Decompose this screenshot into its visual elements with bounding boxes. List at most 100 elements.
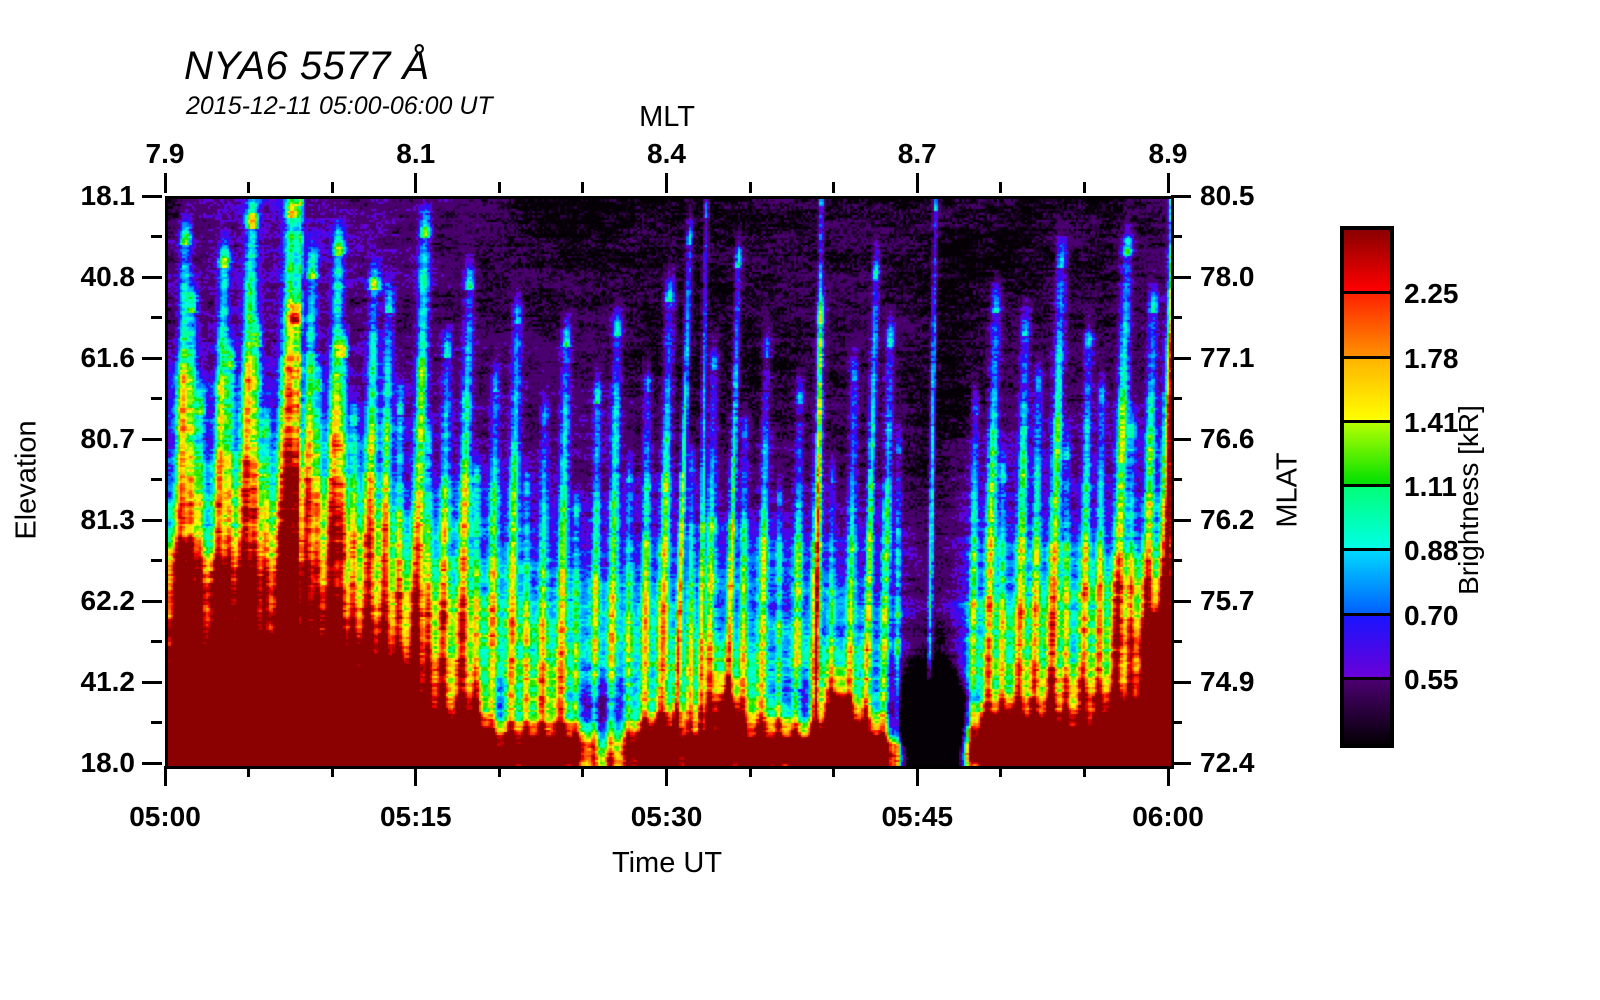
axis-tick [1171, 275, 1191, 279]
brightness-colorbar [1340, 226, 1394, 748]
colorbar-tick-label-6: 0.55 [1404, 663, 1459, 695]
axis-tick [151, 316, 162, 319]
axis-tick [1171, 437, 1191, 441]
top-tick-label-2: 8.4 [647, 138, 686, 169]
axis-tick [1171, 518, 1191, 522]
axis-tick [915, 173, 919, 193]
plot-title: NYA6 5577 Å [184, 44, 430, 88]
axis-tick [163, 173, 167, 193]
bottom-tick-label-0: 05:00 [129, 801, 201, 832]
axis-tick [1082, 182, 1086, 193]
axis-tick [832, 766, 836, 777]
axis-tick [1171, 235, 1182, 238]
axis-tick [581, 182, 585, 193]
axis-tick [142, 599, 162, 603]
bottom-tick-label-3: 05:45 [881, 801, 954, 832]
axis-tick [1171, 599, 1191, 603]
axis-tick [1171, 478, 1182, 481]
axis-tick [414, 173, 418, 193]
keogram-plot-area [165, 196, 1174, 769]
axis-tick [1171, 316, 1182, 319]
axis-tick [665, 173, 668, 193]
axis-tick [915, 766, 919, 786]
axis-tick [1171, 680, 1191, 684]
left-tick-label-7: 18.0 [80, 747, 136, 778]
keogram-image [168, 199, 1171, 766]
left-tick-label-5: 62.2 [80, 585, 136, 616]
right-tick-label-5: 75.7 [1200, 585, 1255, 616]
axis-tick [151, 478, 162, 481]
axis-tick [142, 761, 162, 765]
axis-tick [163, 766, 167, 786]
axis-tick [330, 182, 334, 193]
left-tick-label-0: 18.1 [80, 180, 136, 211]
colorbar-tick-label-4: 0.88 [1404, 535, 1459, 567]
right-tick-label-0: 80.5 [1200, 180, 1255, 211]
axis-tick [151, 721, 162, 724]
axis-tick [748, 766, 752, 777]
axis-tick [1171, 356, 1191, 360]
axis-tick [142, 275, 162, 279]
axis-tick [142, 518, 162, 522]
bottom-tick-label-2: 05:30 [630, 801, 703, 832]
axis-tick [748, 182, 752, 193]
right-tick-label-4: 76.2 [1200, 504, 1255, 535]
top-tick-label-3: 8.7 [897, 138, 937, 169]
axis-tick [999, 766, 1003, 777]
axis-tick [581, 766, 585, 777]
colorbar-segment-5 [1344, 551, 1390, 616]
bottom-tick-label-4: 06:00 [1132, 801, 1204, 832]
colorbar-tick-label-5: 0.70 [1404, 599, 1459, 631]
axis-tick [1171, 721, 1182, 724]
axis-tick [142, 194, 162, 198]
left-tick-label-2: 61.6 [80, 342, 136, 373]
colorbar-tick-label-1: 1.78 [1404, 342, 1459, 374]
axis-tick [151, 397, 162, 400]
colorbar-tick-label-3: 1.11 [1404, 471, 1457, 502]
right-tick-label-6: 74.9 [1200, 666, 1255, 697]
colorbar-segment-1 [1344, 294, 1390, 359]
colorbar-tick-label-0: 2.25 [1404, 278, 1459, 310]
axis-tick [142, 680, 162, 684]
top-tick-label-4: 8.9 [1148, 138, 1188, 169]
axis-tick [999, 182, 1003, 193]
axis-tick [1171, 640, 1182, 643]
left-axis-title: Elevation [10, 420, 43, 540]
axis-tick [151, 235, 162, 238]
colorbar-segment-7 [1344, 679, 1390, 744]
colorbar-segment-0 [1344, 230, 1390, 295]
axis-tick [151, 559, 162, 562]
colorbar-segment-2 [1344, 358, 1390, 423]
axis-tick [142, 437, 162, 441]
colorbar-segment-4 [1344, 487, 1390, 552]
colorbar-segment-3 [1344, 422, 1390, 487]
colorbar-segment-6 [1344, 615, 1390, 680]
axis-tick [414, 766, 418, 786]
axis-tick [665, 766, 668, 786]
left-tick-label-1: 40.8 [80, 261, 136, 292]
left-tick-label-6: 41.2 [80, 666, 136, 697]
top-tick-label-0: 7.9 [145, 138, 185, 169]
axis-tick [1171, 397, 1182, 400]
top-axis-title: MLT [639, 101, 695, 133]
top-tick-label-1: 8.1 [396, 138, 436, 169]
axis-tick [1171, 194, 1191, 198]
right-tick-label-7: 72.4 [1200, 747, 1255, 778]
right-tick-label-2: 77.1 [1200, 342, 1255, 373]
axis-tick [142, 356, 162, 360]
axis-tick [832, 182, 836, 193]
plot-subtitle: 2015-12-11 05:00-06:00 UT [186, 92, 493, 120]
axis-tick [497, 766, 501, 777]
axis-tick [247, 182, 251, 193]
axis-tick [497, 182, 501, 193]
axis-tick [330, 766, 334, 777]
bottom-axis-title: Time UT [611, 847, 723, 879]
right-axis-title: MLAT [1271, 452, 1304, 528]
left-tick-label-3: 80.7 [80, 423, 136, 454]
axis-tick [151, 640, 162, 643]
axis-tick [1171, 559, 1182, 562]
left-tick-label-4: 81.3 [80, 504, 136, 535]
bottom-tick-label-1: 05:15 [379, 801, 452, 832]
axis-tick [1166, 173, 1170, 193]
axis-tick [247, 766, 251, 777]
